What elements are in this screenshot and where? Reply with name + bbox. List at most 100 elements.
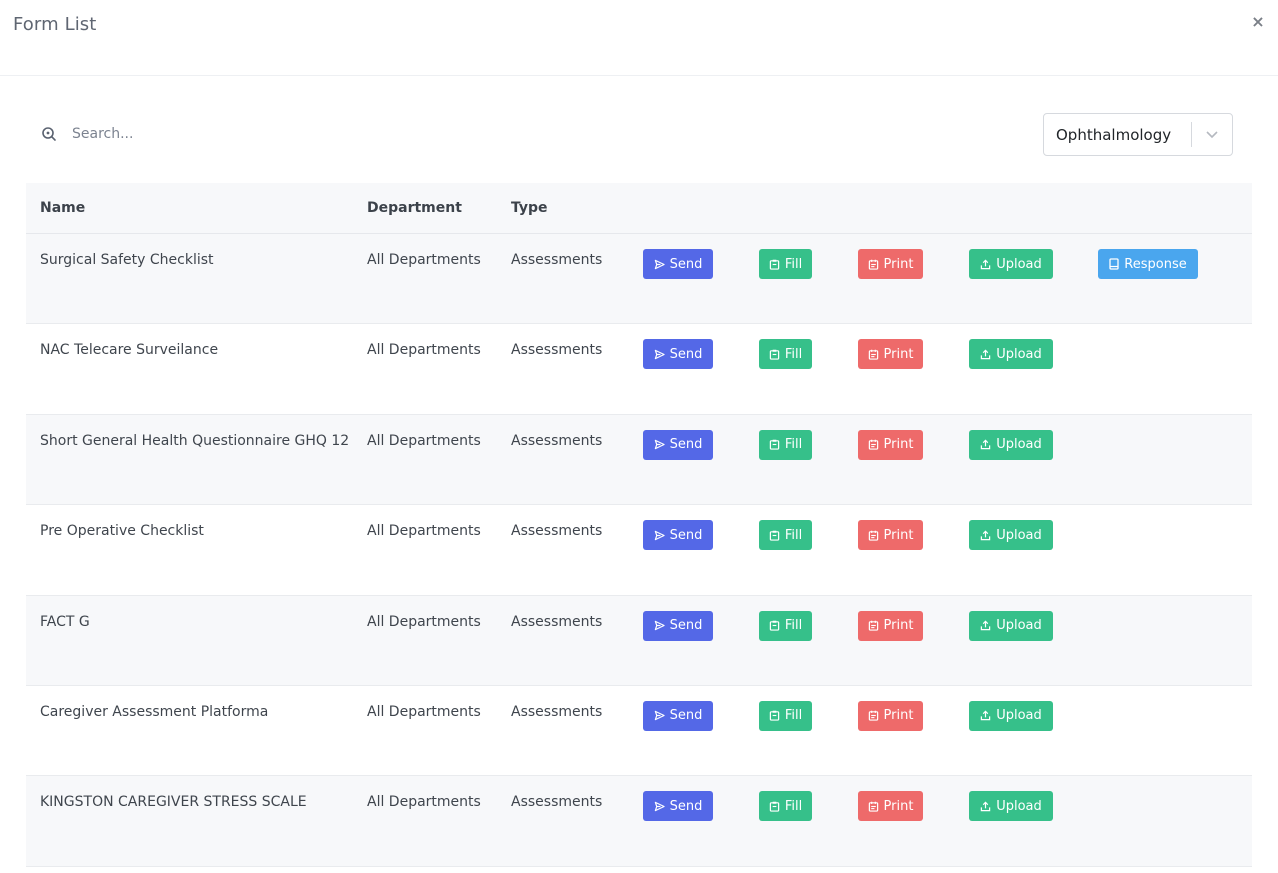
calendar-icon [868, 439, 879, 450]
chevron-down-icon[interactable] [1192, 114, 1232, 155]
print-button[interactable]: Print [858, 610, 923, 641]
print-button-label: Print [883, 527, 914, 543]
form-department: All Departments [367, 703, 481, 720]
upload-button-label: Upload [996, 256, 1042, 272]
send-button[interactable]: Send [643, 700, 713, 731]
forms-table: Name Department Type Surgical Safety Che… [26, 183, 1252, 867]
print-button[interactable]: Print [858, 429, 923, 460]
send-button[interactable]: Send [643, 610, 713, 641]
table-row: Pre Operative Checklist All Departments As… [26, 505, 1252, 596]
fill-button[interactable]: Fill [759, 700, 812, 731]
form-department: All Departments [367, 523, 481, 540]
form-name: NAC Telecare Surveilance [40, 342, 219, 359]
upload-icon [980, 349, 991, 360]
send-button-label: Send [669, 527, 703, 543]
print-button-label: Print [883, 618, 914, 634]
fill-button[interactable]: Fill [759, 429, 812, 460]
send-icon [654, 801, 665, 812]
send-button[interactable]: Send [643, 249, 713, 279]
upload-button[interactable]: Upload [969, 610, 1053, 641]
send-icon [654, 349, 665, 360]
send-button-label: Send [669, 346, 703, 362]
response-button-label: Response [1124, 256, 1187, 272]
upload-button[interactable]: Upload [969, 791, 1053, 822]
upload-icon [980, 530, 991, 541]
fill-button[interactable]: Fill [759, 610, 812, 641]
form-name: Short General Health Questionnaire GHQ 1… [40, 432, 350, 449]
form-department: All Departments [367, 252, 481, 268]
clipboard-icon [769, 801, 780, 812]
send-button[interactable]: Send [643, 339, 713, 370]
form-type: Assessments [511, 703, 603, 720]
form-name: Surgical Safety Checklist [40, 252, 214, 268]
print-button[interactable]: Print [858, 339, 923, 370]
search-input[interactable] [72, 126, 312, 142]
upload-icon [980, 259, 991, 270]
calendar-icon [868, 710, 879, 722]
form-department: All Departments [367, 613, 481, 630]
form-type: Assessments [511, 613, 603, 630]
table-row: Surgical Safety Checklist All Departments… [26, 234, 1252, 325]
print-button[interactable]: Print [858, 520, 923, 551]
clipboard-icon [769, 530, 780, 541]
upload-icon [980, 439, 991, 450]
form-name: Pre Operative Checklist [40, 523, 204, 540]
modal-title: Form List [13, 14, 97, 35]
form-type: Assessments [511, 794, 603, 811]
fill-button[interactable]: Fill [759, 249, 812, 279]
upload-button-label: Upload [996, 437, 1042, 453]
print-button-label: Print [883, 346, 914, 362]
department-select[interactable]: Ophthalmology [1043, 113, 1233, 156]
fill-button[interactable]: Fill [759, 339, 812, 370]
send-icon [654, 259, 665, 270]
response-button[interactable]: Response [1098, 249, 1198, 279]
header-name: Name [40, 200, 86, 216]
fill-button-label: Fill [784, 256, 803, 272]
clipboard-icon [769, 349, 780, 360]
upload-button-label: Upload [996, 618, 1042, 634]
send-button-label: Send [669, 798, 703, 814]
form-type: Assessments [511, 252, 603, 268]
print-button-label: Print [883, 437, 914, 453]
send-button[interactable]: Send [643, 520, 713, 551]
form-department: All Departments [367, 342, 481, 359]
form-name: KINGSTON CAREGIVER STRESS SCALE [40, 794, 307, 811]
print-button[interactable]: Print [858, 700, 923, 731]
upload-icon [980, 620, 991, 631]
send-icon [654, 710, 665, 721]
fill-button-label: Fill [784, 618, 803, 634]
clipboard-icon [769, 439, 780, 450]
close-icon[interactable]: × [1251, 11, 1265, 31]
send-button[interactable]: Send [643, 791, 713, 822]
send-button[interactable]: Send [643, 429, 713, 460]
upload-button[interactable]: Upload [969, 249, 1053, 279]
tablet-icon [1109, 258, 1119, 270]
fill-button-label: Fill [784, 708, 803, 724]
header-department: Department [367, 200, 462, 216]
calendar-icon [868, 801, 879, 812]
print-button[interactable]: Print [858, 249, 923, 279]
upload-button[interactable]: Upload [969, 429, 1053, 460]
print-button-label: Print [883, 256, 914, 272]
form-type: Assessments [511, 523, 603, 540]
calendar-icon [868, 530, 879, 541]
calendar-icon [868, 259, 879, 270]
send-icon [654, 620, 665, 631]
upload-button[interactable]: Upload [969, 520, 1053, 551]
fill-button-label: Fill [784, 346, 803, 362]
fill-button[interactable]: Fill [759, 520, 812, 551]
clipboard-icon [769, 620, 780, 631]
upload-button-label: Upload [996, 346, 1042, 362]
fill-button-label: Fill [784, 798, 803, 814]
form-type: Assessments [511, 342, 603, 359]
send-button-label: Send [669, 437, 703, 453]
form-type: Assessments [511, 432, 603, 449]
fill-button[interactable]: Fill [759, 791, 812, 822]
modal-header: Form List × [0, 0, 1278, 76]
calendar-icon [868, 349, 879, 360]
upload-button[interactable]: Upload [969, 339, 1053, 370]
upload-button[interactable]: Upload [969, 700, 1053, 731]
search-icon [40, 125, 58, 143]
print-button[interactable]: Print [858, 791, 923, 822]
send-icon [654, 439, 665, 450]
